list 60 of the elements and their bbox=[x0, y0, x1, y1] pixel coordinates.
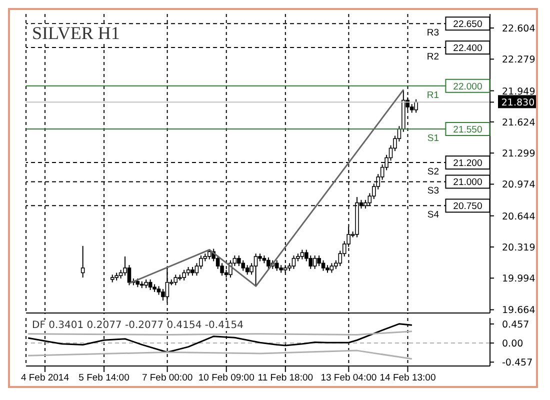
y-tick-label: 21.949 bbox=[502, 86, 536, 98]
y-tick-label: 20.319 bbox=[502, 242, 536, 254]
y-tick-label: 22.279 bbox=[502, 54, 536, 66]
candlestick bbox=[148, 278, 152, 290]
candlestick bbox=[312, 255, 317, 270]
candlestick bbox=[317, 255, 321, 267]
x-tick-label: 11 Feb 18:00 bbox=[258, 372, 314, 384]
x-tick-label: 13 Feb 04:00 bbox=[320, 372, 377, 384]
annotation: 22.000 bbox=[453, 81, 482, 92]
y-tick-label: 21.830 bbox=[501, 98, 535, 109]
candlestick bbox=[414, 98, 418, 114]
y-tick-label: 0.457 bbox=[502, 319, 530, 330]
candlestick bbox=[254, 253, 258, 287]
x-tick-label: 10 Feb 09:00 bbox=[198, 372, 254, 384]
x-tick-label: 5 Feb 14:00 bbox=[78, 372, 130, 384]
candlestick bbox=[266, 256, 270, 270]
ref-line-label: R1 bbox=[426, 90, 439, 101]
annotation: 21.000 bbox=[453, 177, 482, 188]
candlestick bbox=[127, 264, 132, 286]
ref-line-label: S3 bbox=[427, 186, 439, 197]
x-tick-label: 7 Feb 00:00 bbox=[142, 372, 193, 384]
y-tick-label: 21.624 bbox=[502, 117, 536, 128]
candlestick bbox=[80, 245, 85, 278]
y-tick-label: 21.299 bbox=[502, 148, 536, 160]
candlestick bbox=[241, 260, 246, 272]
text: SILVER H1 bbox=[32, 23, 120, 44]
candlestick bbox=[330, 262, 334, 274]
annotation: 20.750 bbox=[453, 201, 482, 212]
candlestick bbox=[174, 274, 178, 286]
candlestick bbox=[237, 255, 241, 267]
ref-line-label: S2 bbox=[427, 166, 439, 178]
candlestick bbox=[245, 264, 250, 276]
ref-line-label: S4 bbox=[427, 210, 439, 221]
candlestick bbox=[292, 255, 296, 270]
ref-line-label: R2 bbox=[426, 52, 439, 63]
ref-line-label: R3 bbox=[426, 28, 439, 39]
candlestick bbox=[182, 269, 186, 281]
x-tick-label: 4 Feb 2014 bbox=[20, 372, 70, 384]
y-tick-label: 20.974 bbox=[502, 180, 536, 191]
candlestick bbox=[274, 260, 279, 272]
annotation: 21.200 bbox=[453, 158, 482, 170]
candlestick bbox=[216, 255, 220, 270]
y-tick-label: 0.00 bbox=[502, 338, 524, 350]
ref-line-label: S1 bbox=[427, 133, 439, 144]
y-tick-label: 19.664 bbox=[502, 305, 536, 316]
annotation: 21.550 bbox=[453, 124, 482, 136]
line-series bbox=[27, 350, 413, 360]
annotation: 22.650 bbox=[453, 19, 482, 30]
candlestick bbox=[300, 249, 304, 260]
chart-title: DF 0.3401 0.2077 -0.2077 0.4154 -0.4154 bbox=[32, 320, 244, 331]
candlestick bbox=[321, 260, 326, 272]
candlestick bbox=[207, 249, 212, 260]
candlestick bbox=[199, 255, 203, 270]
x-tick-label: 14 Feb 13:00 bbox=[380, 372, 436, 384]
y-tick-label: -0.457 bbox=[502, 358, 533, 369]
line-series bbox=[128, 88, 404, 287]
y-tick-label: 19.994 bbox=[502, 274, 536, 285]
y-tick-label: 22.604 bbox=[502, 23, 536, 34]
y-tick-label: 20.644 bbox=[502, 211, 536, 222]
annotation: 22.400 bbox=[453, 43, 482, 54]
